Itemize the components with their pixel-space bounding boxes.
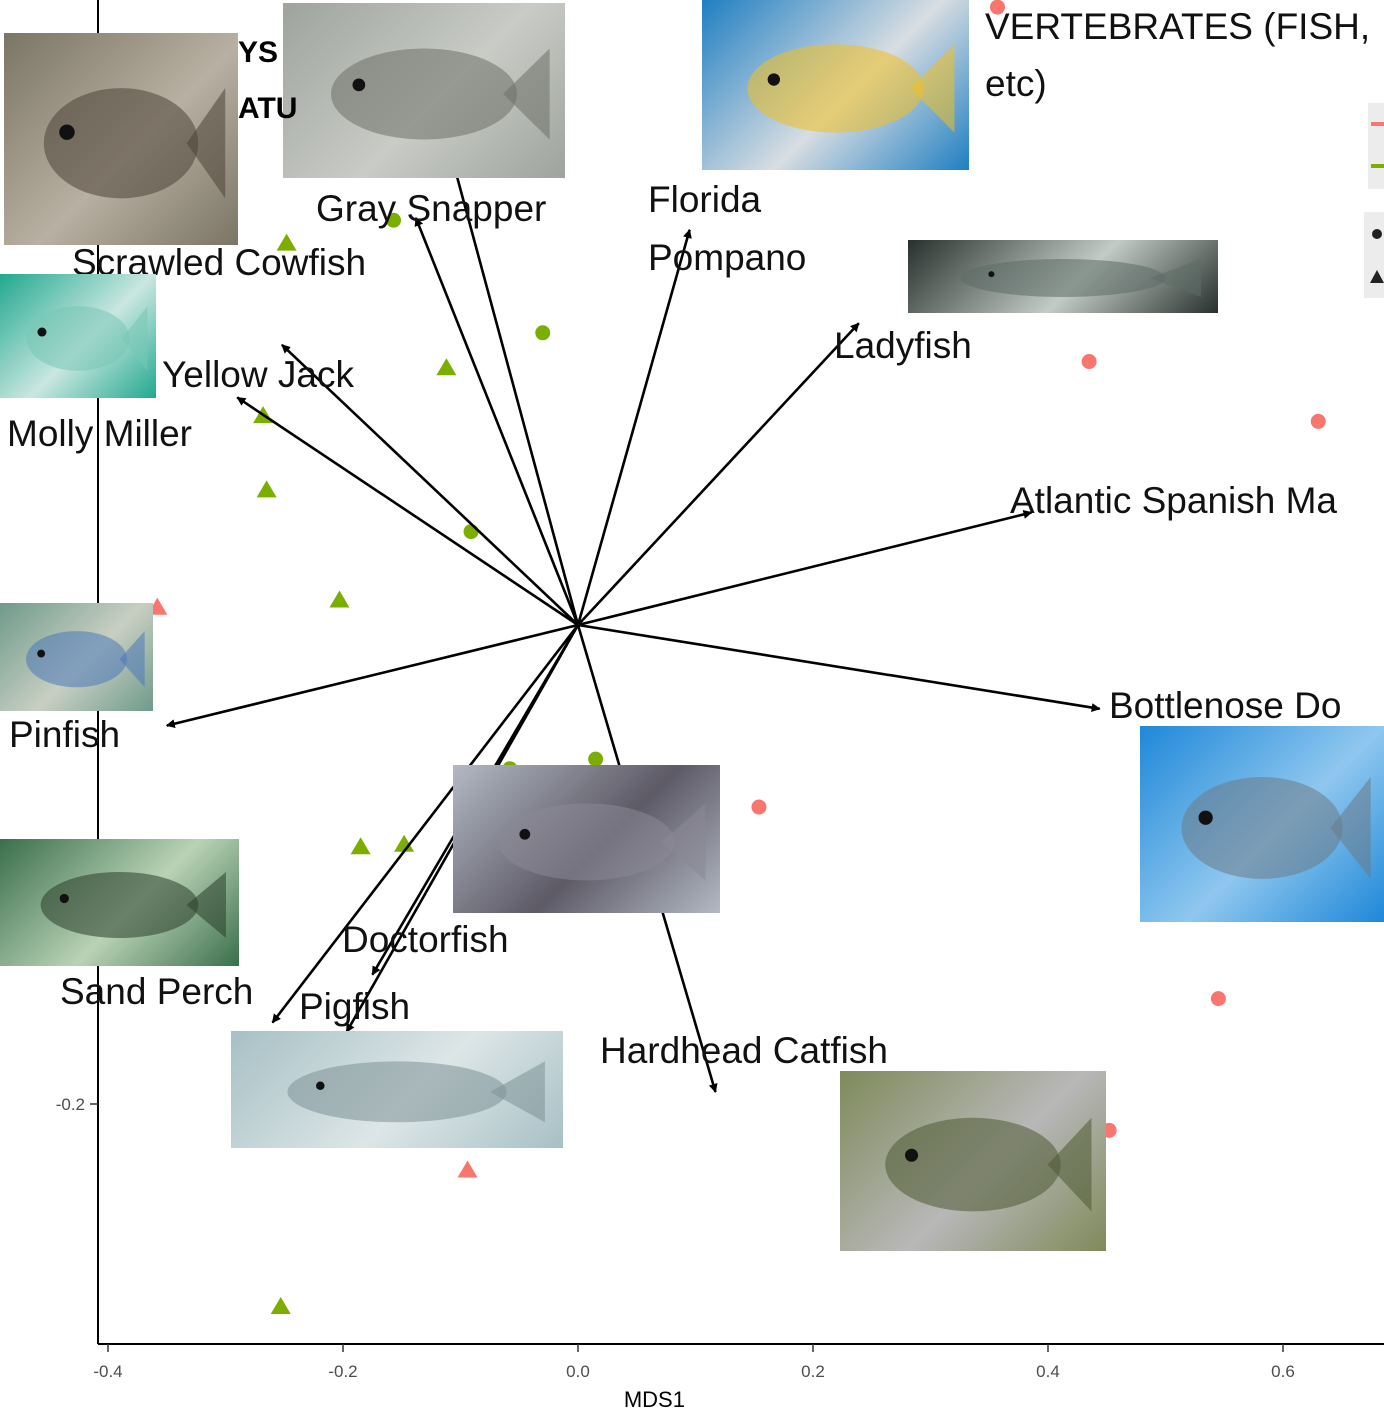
- legend-circle-symbol: [1372, 229, 1382, 239]
- vector-label: Pompano: [648, 237, 806, 278]
- yellow-jack-photo: [0, 274, 156, 398]
- data-point-triangle: [329, 590, 350, 608]
- data-point-circle: [751, 799, 767, 815]
- vector-arrow: [281, 343, 579, 626]
- data-point-circle: [1081, 354, 1097, 370]
- axis-labels: -0.4 -0.2 0.0 0.2 0.4 0.6 -0.2 MDS1: [56, 1095, 1295, 1411]
- species-vectors: [165, 145, 1101, 1093]
- bottlenose-dolphin-photo: [1140, 726, 1384, 922]
- x-tick-label: 0.6: [1271, 1362, 1295, 1381]
- vector-arrow: [271, 624, 580, 1024]
- vector-label: Pinfish: [9, 714, 120, 755]
- data-point-circle: [1310, 413, 1326, 429]
- data-point-circle: [588, 751, 604, 767]
- vector-arrow: [576, 228, 692, 626]
- data-point-triangle: [256, 480, 277, 498]
- data-point-circle: [386, 212, 402, 228]
- data-point-triangle: [350, 837, 371, 855]
- vector-label: Hardhead Catfish: [600, 1030, 888, 1071]
- hardhead-catfish-photo: [840, 1071, 1106, 1251]
- x-tick-label: -0.2: [328, 1362, 357, 1381]
- doctorfish-photo: [453, 765, 720, 913]
- sand-perch-photo: [0, 839, 239, 966]
- data-point-circle: [989, 0, 1005, 15]
- striped-burrfish-photo: [4, 33, 238, 245]
- vector-arrow: [577, 510, 1033, 627]
- group-heading-line-1: VERTEBRATES (FISH,: [985, 6, 1371, 47]
- data-point-triangle: [436, 358, 457, 376]
- vector-label: Pigfish: [299, 986, 410, 1027]
- florida-pompano-photo: [702, 0, 969, 170]
- vector-label: Gray Snapper: [316, 188, 546, 229]
- vector-label: Doctorfish: [342, 919, 509, 960]
- data-point-circle: [1210, 991, 1226, 1007]
- vector-arrow: [236, 396, 579, 627]
- legend-group-key: [1368, 103, 1384, 189]
- vector-arrow: [414, 217, 580, 626]
- data-point-circle: [535, 325, 551, 341]
- pigfish-photo: [231, 1031, 563, 1148]
- data-point-triangle: [394, 834, 415, 852]
- data-point-triangle: [457, 1160, 478, 1178]
- vector-label: Molly Miller: [7, 413, 192, 454]
- y-tick-label: -0.2: [56, 1095, 85, 1114]
- vector-label: Atlantic Spanish Ma: [1010, 480, 1337, 521]
- dolphin-photo: [1181, 776, 1371, 879]
- fish-photo: [26, 631, 145, 688]
- fish-photo: [287, 1061, 545, 1123]
- x-tick-label: 0.0: [566, 1362, 590, 1381]
- vector-arrow: [446, 145, 580, 626]
- vector-label: Florida: [648, 179, 762, 220]
- fish-photo: [43, 88, 226, 199]
- legend-shape-key: [1364, 212, 1384, 298]
- title-line-2: ATU: [238, 92, 298, 125]
- fish-photo: [885, 1117, 1092, 1212]
- group-heading-line-2: etc): [985, 63, 1047, 104]
- vector-label: Bottlenose Do: [1109, 685, 1341, 726]
- vector-arrow: [165, 623, 579, 729]
- title-line-1: YS: [238, 36, 279, 69]
- vector-arrow: [577, 322, 860, 626]
- vector-label: Sand Perch: [60, 971, 253, 1012]
- data-point-circle: [463, 524, 479, 540]
- vector-label: Yellow Jack: [162, 354, 354, 395]
- fish-photo: [747, 44, 955, 133]
- fish-photo: [26, 306, 148, 371]
- legend-triangle-symbol: [1370, 270, 1384, 283]
- data-point-triangle: [270, 1297, 291, 1315]
- pinfish-photo: [0, 603, 153, 711]
- fish-photo: [498, 803, 706, 881]
- x-tick-label: 0.4: [1036, 1362, 1060, 1381]
- legend-green-swatch: [1371, 164, 1384, 168]
- page-title-fragment: YS ATU: [238, 25, 297, 137]
- ladyfish-photo: [908, 240, 1218, 313]
- legend-red-swatch: [1371, 122, 1384, 126]
- fish-photo: [40, 872, 226, 939]
- vector-label: Ladyfish: [834, 325, 972, 366]
- x-tick-label: 0.2: [801, 1362, 825, 1381]
- data-point-triangle: [276, 233, 297, 251]
- x-tick-label: -0.4: [93, 1362, 122, 1381]
- group-heading: VERTEBRATES (FISH, etc): [985, 0, 1370, 112]
- vector-arrow: [577, 623, 1101, 712]
- fish-photo: [960, 258, 1202, 297]
- x-axis-title: MDS1: [624, 1387, 685, 1411]
- gray-snapper-photo: [283, 3, 565, 178]
- fish-photo: [330, 48, 550, 140]
